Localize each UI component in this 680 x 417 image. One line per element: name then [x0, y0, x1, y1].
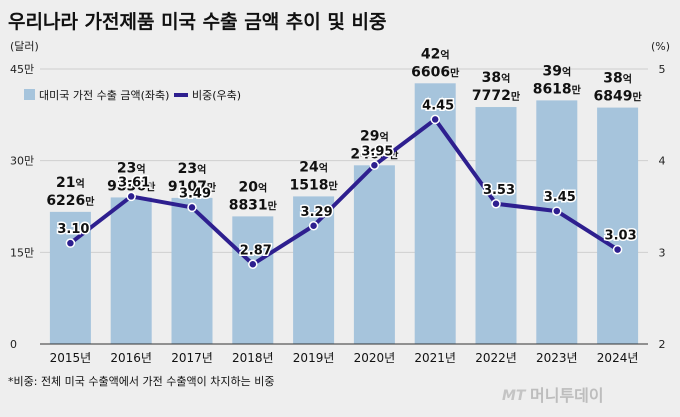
x-tick-label: 2021년: [414, 351, 456, 365]
left-tick-label: 30만: [10, 155, 34, 168]
chart-title: 우리나라 가전제품 미국 수출 금액 추이 및 비중: [8, 11, 386, 33]
line-point: [65, 238, 76, 248]
right-tick-label: 5: [659, 63, 666, 76]
bar-label-eok: 42억: [421, 46, 450, 62]
line-point: [126, 191, 136, 202]
line-point-label: 3.10: [57, 222, 89, 237]
line-point: [248, 259, 258, 269]
footnote: *비중: 전체 미국 수출액에서 가전 수출액이 차지하는 비중: [8, 374, 274, 388]
bar-label-man: 9107만: [168, 179, 217, 195]
x-tick-label: 2023년: [536, 351, 578, 365]
bar: [232, 216, 274, 344]
line-point: [430, 114, 440, 125]
bar: [597, 107, 639, 344]
bar-label-man: 1518만: [290, 177, 339, 193]
line-point-label: 4.45: [422, 98, 454, 113]
legend-bar-label: 대미국 가전 수출 금액(좌축): [39, 89, 169, 102]
right-tick-label: 4: [659, 155, 666, 168]
bar-label-man: 6226만: [46, 193, 95, 209]
bar-label-eok: 38억: [603, 71, 632, 87]
line-point-label: 3.95: [361, 144, 393, 159]
bar-series: [49, 83, 639, 345]
bar-label-eok: 38억: [482, 70, 511, 86]
x-tick-label: 2017년: [171, 351, 213, 365]
x-tick-label: 2020년: [354, 351, 396, 365]
bar: [414, 83, 456, 345]
line-point-label: 3.45: [544, 190, 576, 205]
line-point: [308, 221, 319, 231]
bar-label-eok: 20억: [238, 179, 267, 195]
bar-label-eok: 24억: [299, 159, 328, 175]
brand-mt: MT: [502, 388, 527, 404]
bar-label-eok: 29억: [360, 128, 389, 144]
left-tick-label: 0: [10, 338, 17, 351]
line-point-label: 3.61: [118, 175, 150, 190]
line-point: [491, 199, 501, 209]
legend-line-label: 비중(우축): [192, 89, 241, 102]
right-tick-label: 3: [659, 246, 666, 259]
x-tick-label: 2018년: [232, 351, 274, 365]
line-point-label: 3.03: [605, 229, 637, 244]
line-point: [369, 160, 380, 170]
bar-label-man: 8618만: [533, 81, 582, 97]
bar: [475, 107, 517, 344]
bar-labels: 21억 6226만 23억 9836만 23억 9107만 20억 8831만 24억 1518만…: [46, 46, 642, 213]
line-point-label: 3.53: [483, 183, 515, 198]
bar-label-eok: 21억: [56, 175, 85, 191]
brand-logo: MT 머니투데이: [502, 386, 604, 405]
bar: [110, 197, 152, 344]
x-tick-label: 2016년: [110, 351, 152, 365]
line-point-label: 2.87: [240, 243, 272, 258]
left-axis-unit: (달러): [10, 40, 39, 53]
x-tick-label: 2022년: [475, 351, 517, 365]
left-tick-label: 45만: [10, 63, 34, 76]
x-tick-label: 2019년: [293, 351, 335, 365]
legend-bar-swatch: [24, 89, 35, 100]
bar: [536, 100, 578, 344]
line-point-label: 3.49: [179, 186, 211, 201]
bar-label-man: 9836만: [107, 178, 156, 194]
x-tick-label: 2024년: [597, 351, 639, 365]
bar-label-man: 6849만: [594, 89, 643, 105]
line-point: [187, 202, 197, 213]
brand-name: 머니투데이: [530, 386, 604, 405]
x-tick-label: 2015년: [50, 351, 92, 365]
bar-label-man: 7772만: [472, 88, 521, 104]
bar: [353, 165, 395, 344]
bar-label-man: 2409만: [350, 146, 399, 162]
axes: 0 15만 30만 45만 2 3 4 5 2015년 2016년 2017년 2018년 2019년 2…: [10, 63, 666, 365]
bar-label-eok: 23억: [117, 160, 146, 176]
line-point-label: 3.29: [301, 205, 333, 220]
bar-label-man: 6606만: [411, 64, 460, 80]
bar-label-eok: 39억: [542, 63, 571, 79]
line-path: [69, 117, 619, 267]
legend: 대미국 가전 수출 금액(좌축) 비중(우축): [24, 89, 241, 102]
right-tick-label: 2: [659, 338, 666, 351]
left-tick-label: 15만: [10, 246, 34, 259]
bar-label-eok: 23억: [178, 161, 207, 177]
right-axis-unit: (%): [651, 40, 670, 53]
line-point: [552, 206, 562, 216]
line-point: [612, 244, 623, 255]
bar-label-man: 8831만: [229, 197, 278, 213]
line-series: 3.10 3.61 3.49 2.87 3.29 3.95 4.45 3.53 3.45 3.03: [56, 97, 638, 269]
